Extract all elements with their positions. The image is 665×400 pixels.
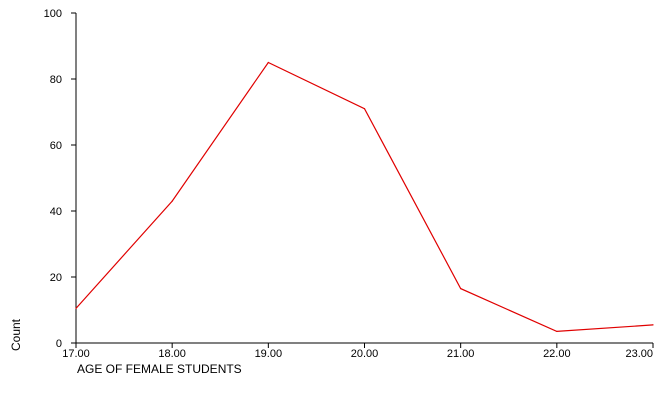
x-tick-label: 22.00	[543, 348, 571, 360]
data-point	[267, 61, 269, 64]
data-point	[460, 287, 462, 290]
x-ticks: 17.00 18.00 19.00 20.00 21.00 22.00 23.00	[62, 343, 654, 360]
y-tick-label: 100	[44, 8, 62, 20]
y-tick-label: 20	[50, 272, 62, 284]
y-tick-label: 40	[50, 206, 62, 218]
x-tick-label: 21.00	[447, 348, 475, 360]
x-axis-title: AGE OF FEMALE STUDENTS	[77, 362, 242, 376]
data-point	[556, 330, 558, 333]
y-axis-title: Count	[9, 318, 23, 351]
x-tick-label: 19.00	[255, 348, 283, 360]
y-tick-label: 60	[50, 140, 62, 152]
data-point	[363, 108, 366, 110]
x-tick-label: 20.00	[351, 348, 379, 360]
axes	[75, 13, 653, 344]
series-lines	[75, 61, 654, 333]
data-point	[652, 324, 654, 326]
y-tick-label: 0	[56, 338, 62, 350]
y-tick-label: 80	[50, 74, 62, 86]
x-tick-label: 17.00	[62, 348, 90, 360]
data-point	[171, 200, 173, 202]
series-line-0	[75, 61, 654, 333]
data-point	[75, 307, 77, 309]
x-tick-label: 18.00	[158, 348, 186, 360]
x-tick-label: 23.00	[625, 348, 653, 360]
y-ticks: 0 20 40 60 80 100	[44, 8, 76, 350]
